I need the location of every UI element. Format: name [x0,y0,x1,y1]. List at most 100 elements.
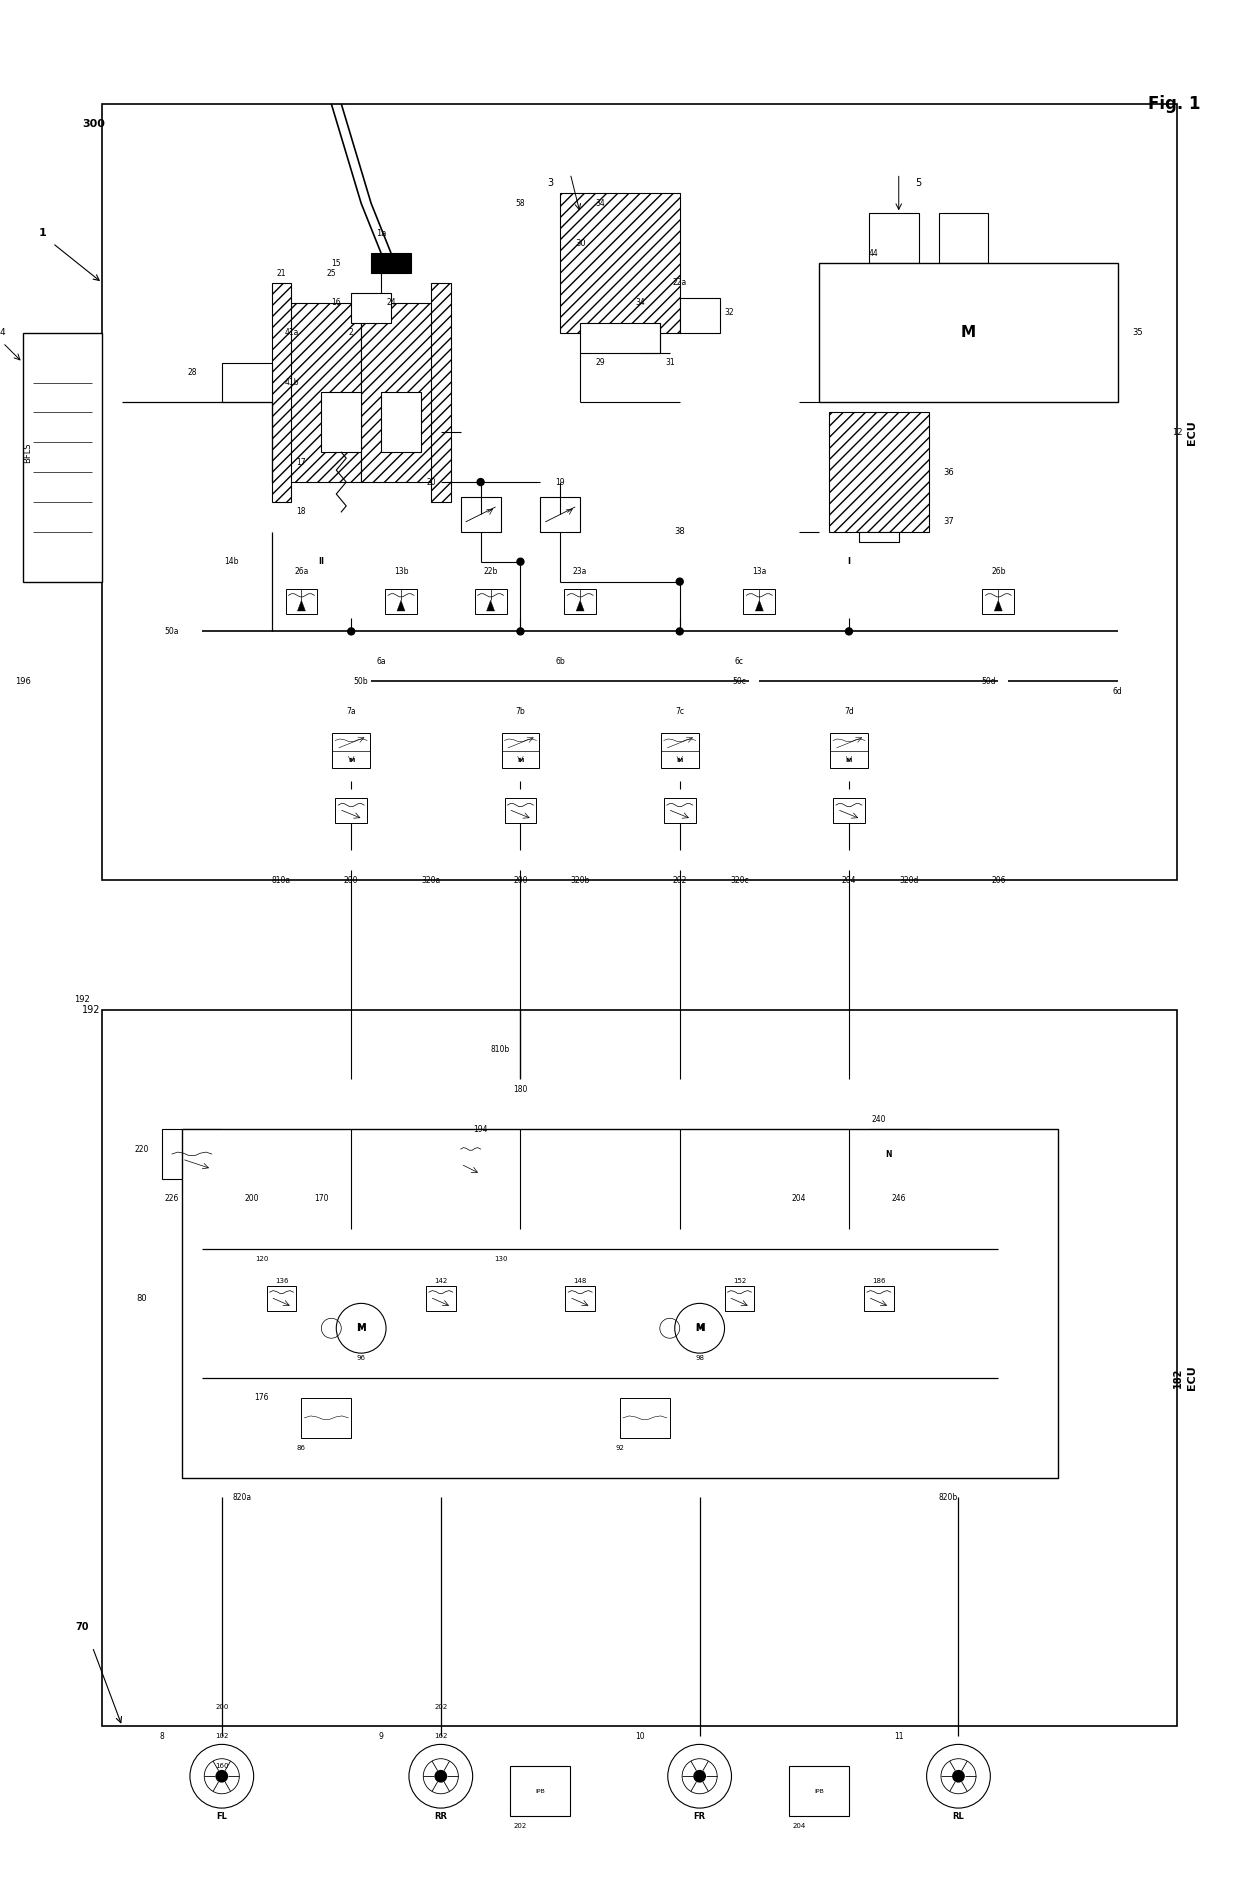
Text: 136: 136 [275,1278,288,1284]
Text: 320a: 320a [422,876,440,885]
Text: M: M [846,758,852,763]
Text: 36: 36 [944,468,954,478]
Circle shape [846,628,852,635]
FancyBboxPatch shape [281,303,361,481]
Text: N: N [885,1149,892,1158]
Text: 810a: 810a [272,876,291,885]
Text: M: M [696,1324,704,1333]
Text: 204: 204 [792,1824,806,1829]
Text: 194: 194 [474,1124,487,1134]
Text: I: I [847,556,851,566]
Text: 25: 25 [326,269,336,278]
Text: 21: 21 [277,269,286,278]
FancyBboxPatch shape [285,588,317,615]
Text: 200: 200 [215,1703,228,1709]
Text: 200: 200 [244,1194,259,1203]
Text: 50c: 50c [733,677,746,686]
Text: 22a: 22a [672,278,687,288]
FancyBboxPatch shape [301,1399,351,1438]
Text: 130: 130 [494,1256,507,1261]
Text: 200: 200 [513,876,528,885]
Text: 204: 204 [842,876,856,885]
FancyBboxPatch shape [541,496,580,532]
Text: M: M [348,758,355,763]
Text: 15: 15 [331,259,341,267]
Text: 186: 186 [872,1278,885,1284]
Text: 50a: 50a [165,626,180,635]
Text: 24: 24 [386,299,396,306]
FancyBboxPatch shape [451,1139,491,1179]
FancyBboxPatch shape [272,284,291,502]
Circle shape [216,1769,228,1782]
Text: 300: 300 [82,118,105,128]
Text: 170: 170 [314,1194,329,1203]
Text: 4: 4 [0,329,6,337]
FancyBboxPatch shape [560,194,680,333]
Polygon shape [994,600,1002,611]
FancyBboxPatch shape [565,1286,595,1310]
FancyBboxPatch shape [386,588,417,615]
FancyBboxPatch shape [267,1286,296,1310]
FancyBboxPatch shape [162,1130,222,1179]
Text: 120: 120 [255,1256,268,1261]
FancyBboxPatch shape [724,1286,754,1310]
Circle shape [693,1769,706,1782]
Text: 16: 16 [331,299,341,306]
Text: 22b: 22b [484,568,497,575]
Text: 86: 86 [296,1444,306,1451]
Text: 29: 29 [595,357,605,367]
Text: 202: 202 [513,1824,527,1829]
Text: 98: 98 [696,1355,704,1361]
Text: 41a: 41a [284,329,299,337]
FancyBboxPatch shape [321,393,361,453]
FancyBboxPatch shape [222,363,272,402]
Text: 6d: 6d [1112,686,1122,696]
Text: 12: 12 [1172,429,1183,436]
Text: 204: 204 [792,1194,806,1203]
Text: 182: 182 [1173,1369,1183,1387]
Text: 206: 206 [991,876,1006,885]
Text: 92: 92 [615,1444,625,1451]
Polygon shape [577,600,584,611]
Text: FL: FL [216,1812,227,1820]
Circle shape [477,479,484,485]
Text: 820a: 820a [232,1493,252,1502]
Text: 80: 80 [136,1293,148,1303]
Text: Fig. 1: Fig. 1 [1148,94,1200,113]
Text: 11: 11 [894,1731,904,1741]
FancyBboxPatch shape [833,799,864,823]
Text: 180: 180 [513,1085,528,1094]
FancyBboxPatch shape [869,212,919,263]
Text: M: M [694,1324,704,1333]
Polygon shape [486,600,495,611]
Circle shape [676,579,683,585]
Text: 160: 160 [215,1763,228,1769]
Text: 1a: 1a [376,229,387,237]
Text: BFLS: BFLS [22,442,32,462]
Text: M: M [517,758,523,763]
Text: 320d: 320d [899,876,919,885]
Text: 8: 8 [160,1731,165,1741]
Text: 96: 96 [357,1355,366,1361]
FancyBboxPatch shape [475,588,506,615]
Text: 50b: 50b [353,677,368,686]
Text: 13b: 13b [394,568,408,575]
FancyBboxPatch shape [335,799,367,823]
Text: 41b: 41b [284,378,299,387]
Text: 6a: 6a [376,656,386,666]
Circle shape [434,1769,448,1782]
Text: 14b: 14b [224,556,239,566]
Text: 19: 19 [556,478,565,487]
Text: 7a: 7a [346,707,356,716]
Text: 196: 196 [15,677,31,686]
FancyBboxPatch shape [182,1130,1058,1478]
FancyBboxPatch shape [564,588,596,615]
Text: 148: 148 [573,1278,587,1284]
Text: 152: 152 [733,1278,746,1284]
Text: 6c: 6c [735,656,744,666]
Text: 102: 102 [215,1733,228,1739]
FancyBboxPatch shape [830,733,868,769]
FancyBboxPatch shape [982,588,1014,615]
Text: 34: 34 [595,199,605,209]
FancyBboxPatch shape [820,263,1117,402]
